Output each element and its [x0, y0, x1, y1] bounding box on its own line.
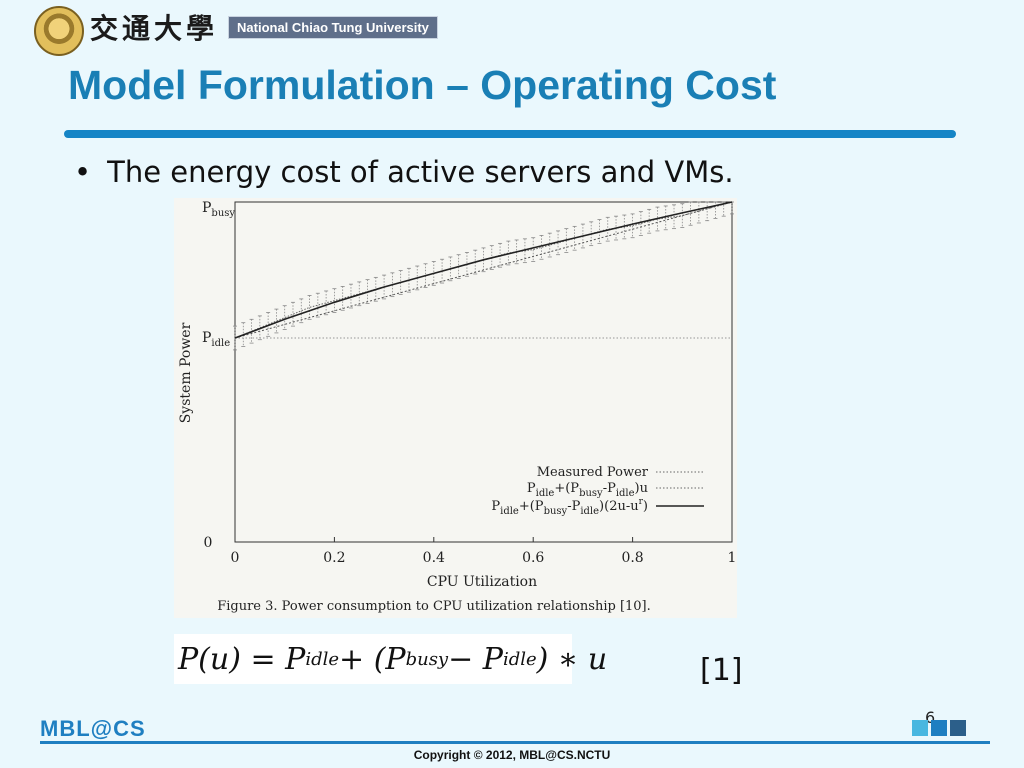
x-tick-label: 0 — [231, 550, 240, 566]
legend-label: Pidle+(Pbusy-Pidle)u — [527, 481, 648, 499]
y-tick-idle-sub: idle — [211, 338, 230, 349]
university-name-english: National Chiao Tung University — [228, 15, 438, 39]
series-empirical-model — [234, 201, 733, 339]
y-tick-idle-label: P — [202, 330, 211, 346]
formula-idle-2: idle — [502, 648, 537, 670]
footer-square-icon — [912, 720, 928, 736]
page-number: 6 — [925, 708, 936, 727]
formula-minus: − P — [448, 641, 503, 677]
slide-title: Model Formulation – Operating Cost — [68, 62, 777, 108]
y-tick-busy-label: P — [202, 200, 211, 216]
title-underline — [64, 130, 956, 138]
y-tick-idle: Pidle — [202, 330, 230, 349]
legend-label: Pidle+(Pbusy-Pidle)(2u-ur) — [491, 497, 648, 517]
university-banner: 交通大學 National Chiao Tung University — [34, 6, 438, 56]
x-tick-label: 0.6 — [522, 550, 544, 566]
x-tick-label: 0.8 — [621, 550, 643, 566]
x-axis-label: CPU Utilization — [427, 574, 537, 590]
x-tick-label: 0.2 — [323, 550, 345, 566]
plot-frame — [234, 201, 733, 543]
bullet-dot-icon: • — [74, 155, 92, 189]
formula-rhs: ) ∗ u — [536, 641, 608, 677]
y-tick-busy: Pbusy — [202, 200, 235, 219]
formula-lhs: P(u) = P — [178, 641, 306, 677]
bullet-point: • The energy cost of active servers and V… — [74, 155, 734, 189]
y-tick-0: 0 — [204, 535, 213, 551]
y-axis-label: System Power — [178, 322, 194, 423]
power-chart: 0 Pidle Pbusy System Power CPU Utilizati… — [178, 200, 737, 614]
x-tick-label: 1 — [728, 550, 737, 566]
bullet-text: The energy cost of active servers and VM… — [107, 155, 734, 189]
footer-rule — [40, 741, 990, 744]
series-linear-model — [234, 201, 733, 339]
formula-busy: busy — [405, 648, 449, 670]
citation: [1] — [700, 653, 743, 688]
footer-square-icon — [931, 720, 947, 736]
university-name-chinese: 交通大學 — [90, 12, 219, 45]
legend-label: Measured Power — [537, 465, 649, 480]
copyright: Copyright © 2012, MBL@CS.NCTU — [413, 748, 611, 762]
figure-caption: Figure 3. Power consumption to CPU utili… — [217, 599, 651, 614]
formula-idle-1: idle — [305, 648, 340, 670]
y-tick-busy-sub: busy — [211, 208, 235, 219]
university-seal-icon — [34, 6, 84, 56]
footer-square-icon — [950, 720, 966, 736]
footer-logo: MBL@CS — [40, 716, 146, 741]
x-tick-label: 0.4 — [423, 550, 445, 566]
footer-squares — [912, 720, 966, 736]
power-chart-figure: 0 Pidle Pbusy System Power CPU Utilizati… — [174, 198, 737, 618]
formula-mid: + (P — [339, 641, 406, 677]
